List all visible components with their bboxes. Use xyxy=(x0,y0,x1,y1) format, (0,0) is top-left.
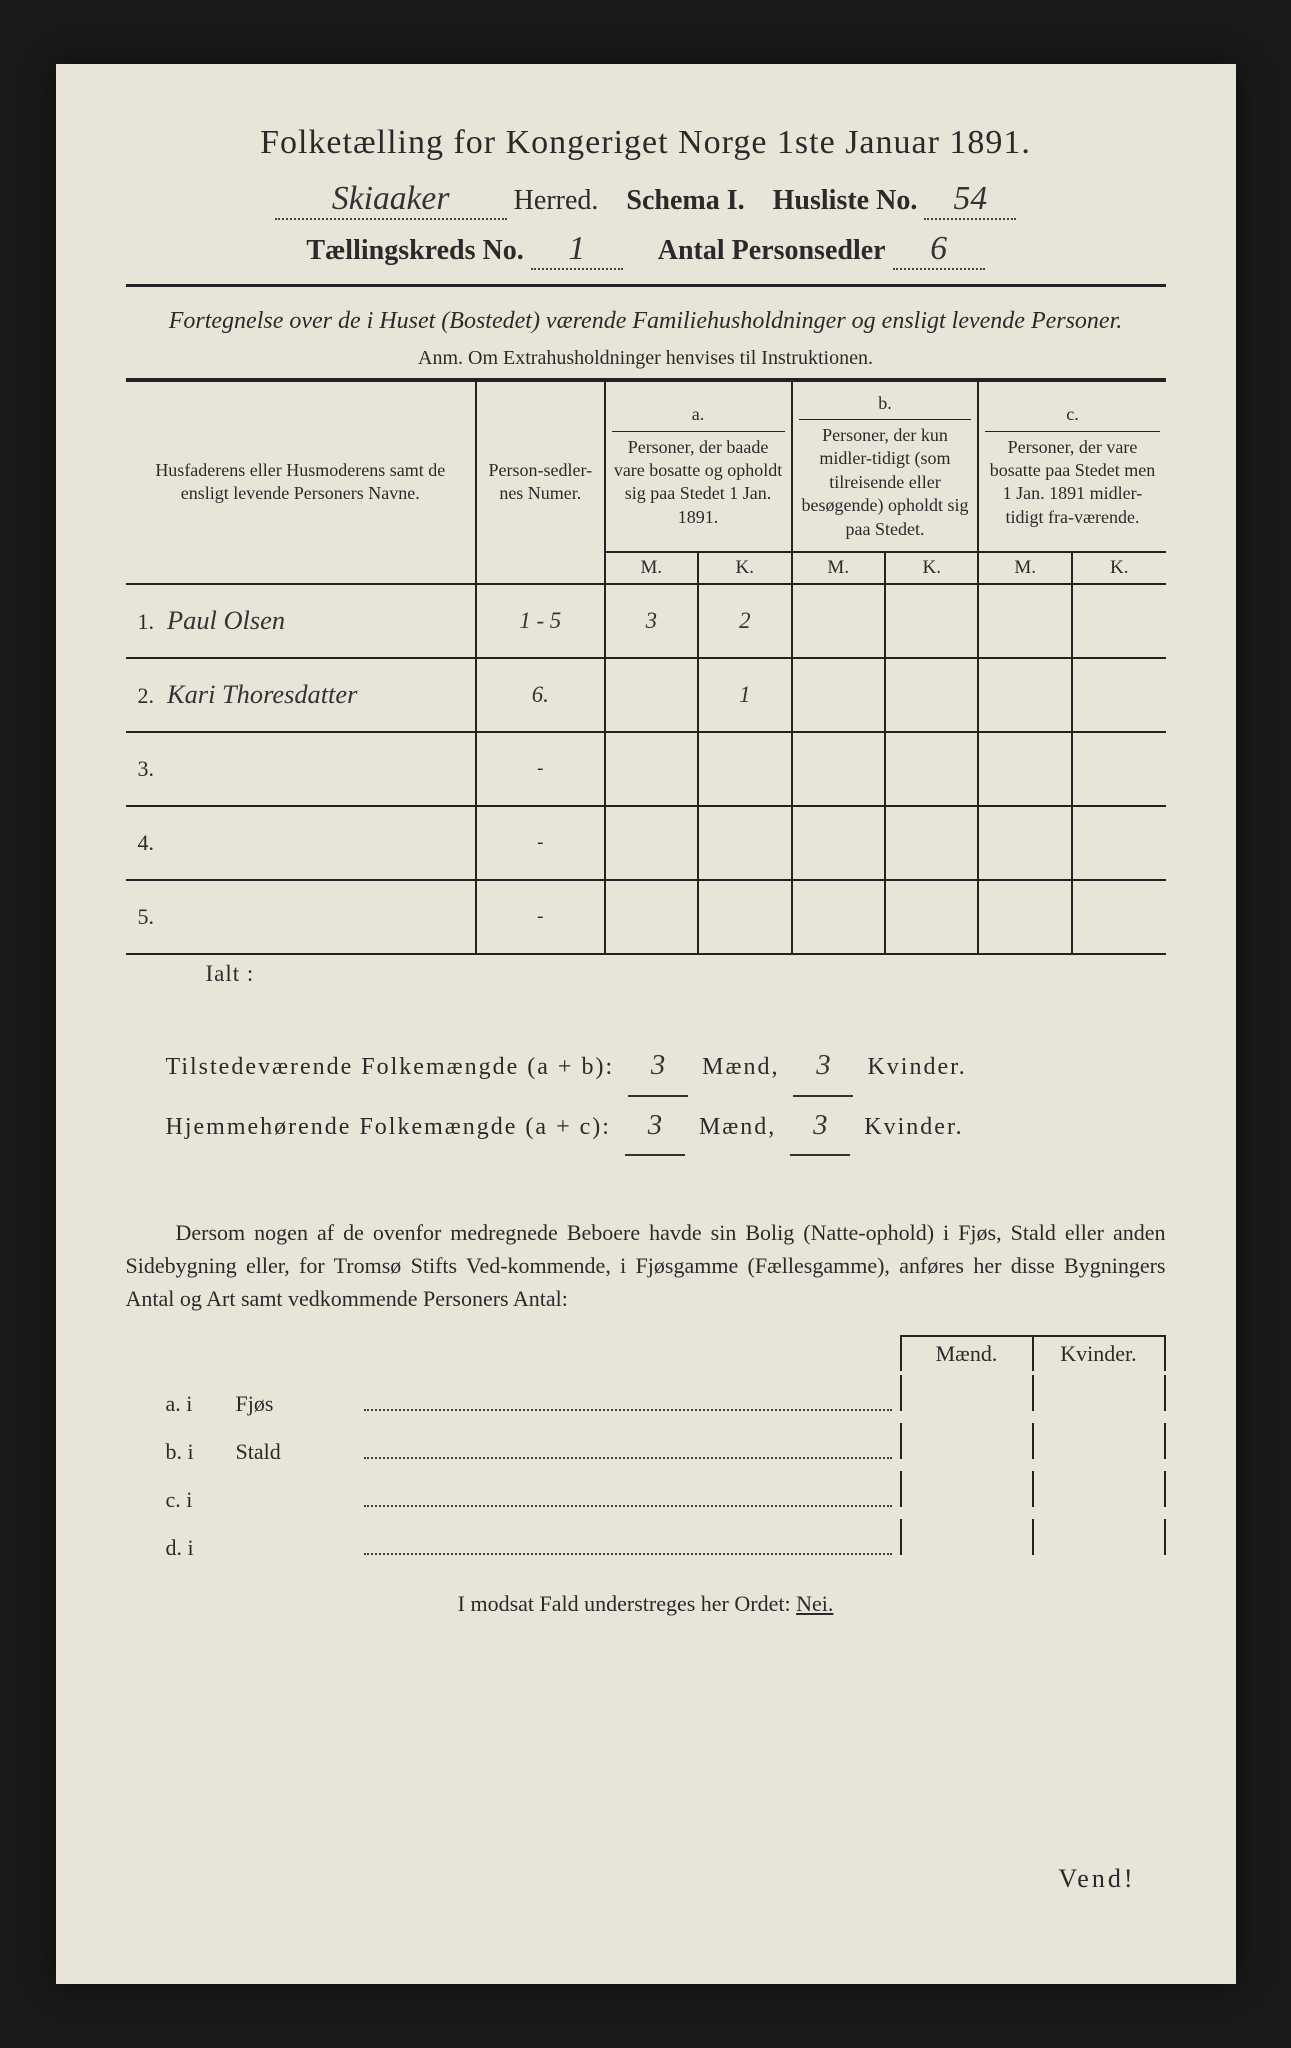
col-a: a. Personer, der baade vare bosatte og o… xyxy=(605,382,792,552)
outbuilding-row: c. i xyxy=(126,1471,1166,1513)
header-line-3: Tællingskreds No. 1 Antal Personsedler 6 xyxy=(126,230,1166,270)
total-resident: Hjemmehørende Folkemængde (a + c): 3 Mæn… xyxy=(166,1097,1166,1157)
nei-line: I modsat Fald understreges her Ordet: Ne… xyxy=(126,1591,1166,1617)
kreds-label: Tællingskreds No. xyxy=(306,235,523,266)
anm-note: Anm. Om Extrahusholdninger henvises til … xyxy=(126,347,1166,370)
outbuilding-row: a. i Fjøs xyxy=(126,1375,1166,1417)
subtitle: Fortegnelse over de i Huset (Bostedet) v… xyxy=(126,305,1166,339)
antal-label: Antal Personsedler xyxy=(658,235,886,266)
total-present: Tilstedeværende Folkemængde (a + b): 3 M… xyxy=(166,1037,1166,1097)
table-row: 3. - xyxy=(126,732,1166,806)
outbuilding-row: d. i xyxy=(126,1519,1166,1561)
divider xyxy=(126,284,1166,287)
col-c: c. Personer, der vare bosatte paa Stedet… xyxy=(978,382,1165,552)
col-b-m: M. xyxy=(792,552,885,584)
totals-block: Tilstedeværende Folkemængde (a + b): 3 M… xyxy=(126,1037,1166,1156)
col-b: b. Personer, der kun midler-tidigt (som … xyxy=(792,382,979,552)
header-line-2: Skiaaker Herred. Schema I. Husliste No. … xyxy=(126,180,1166,220)
ialt-label: Ialt : xyxy=(126,954,477,993)
husliste-label: Husliste No. xyxy=(773,185,918,216)
herred-label: Herred. xyxy=(514,185,599,216)
mk-header: Mænd. Kvinder. xyxy=(126,1335,1166,1371)
vend-label: Vend! xyxy=(1058,1864,1135,1894)
table-row: 1. Paul Olsen 1 - 5 3 2 xyxy=(126,584,1166,658)
outbuilding-row: b. i Stald xyxy=(126,1423,1166,1465)
herred-value: Skiaaker xyxy=(275,180,507,220)
page-title: Folketælling for Kongeriget Norge 1ste J… xyxy=(126,124,1166,162)
col-c-m: M. xyxy=(978,552,1071,584)
outbuilding-block: Mænd. Kvinder. a. i Fjøs b. i Stald c. i… xyxy=(126,1335,1166,1561)
husliste-value: 54 xyxy=(924,180,1016,220)
col-a-m: M. xyxy=(605,552,698,584)
col-name: Husfaderens eller Husmoderens samt de en… xyxy=(126,382,477,584)
census-form: Folketælling for Kongeriget Norge 1ste J… xyxy=(56,64,1236,1984)
table-row: 5. - xyxy=(126,880,1166,954)
antal-value: 6 xyxy=(893,230,985,270)
col-b-k: K. xyxy=(885,552,978,584)
col-c-k: K. xyxy=(1072,552,1166,584)
table-row: 2. Kari Thoresdatter 6. 1 xyxy=(126,658,1166,732)
col-seddel: Person-sedler-nes Numer. xyxy=(476,382,605,584)
outbuilding-paragraph: Dersom nogen af de ovenfor medregnede Be… xyxy=(126,1216,1166,1315)
col-a-k: K. xyxy=(698,552,791,584)
household-table: Husfaderens eller Husmoderens samt de en… xyxy=(126,382,1166,993)
schema-label: Schema I. xyxy=(626,185,744,216)
kreds-value: 1 xyxy=(531,230,623,270)
table-row: 4. - xyxy=(126,806,1166,880)
